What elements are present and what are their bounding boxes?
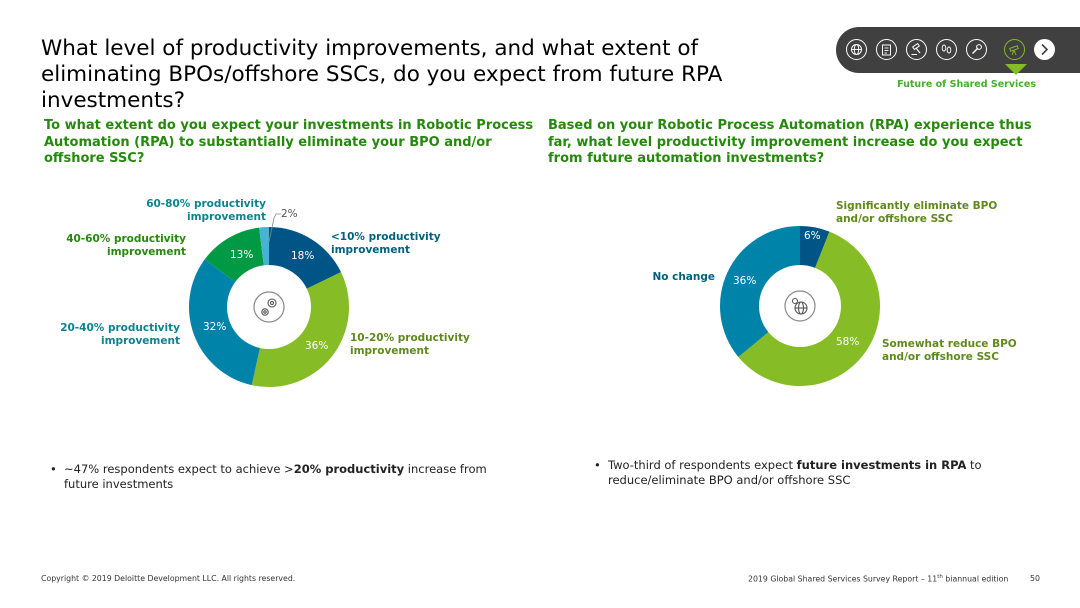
pct-no-change: 36% [733,275,757,287]
pct-40-60: 13% [230,249,254,261]
report-title-post: biannual edition [942,574,1009,584]
productivity-donut-chart [188,227,349,387]
section-label: Future of Shared Services [897,79,1036,90]
right-bullet-pre: Two-third of respondents expect [608,458,797,472]
label-somewhat-reduce: Somewhat reduce BPO and/or offshore SSC [882,338,1017,363]
globe-icon[interactable] [846,39,867,60]
left-bullet-bold: 20% productivity [293,462,405,476]
gears-icon [253,291,285,323]
label-significantly-eliminate: Significantly eliminate BPO and/or offsh… [836,200,998,225]
label-no-change: No change [652,271,715,283]
report-title-pre: 2019 Global Shared Services Survey Repor… [748,574,938,584]
page-title: What level of productivity improvements,… [41,36,723,113]
pct-20-40: 32% [203,321,227,333]
pct-significantly-eliminate: 6% [804,230,821,242]
copyright-text: Copyright © 2019 Deloitte Development LL… [41,574,296,583]
label-20-40: 20-40% productivity improvement [60,322,180,347]
right-question: Based on your Robotic Process Automation… [548,118,1032,166]
right-bullet-bold: future investments in RPA [796,458,967,472]
pct-somewhat-reduce: 58% [836,336,860,348]
report-title: 2019 Global Shared Services Survey Repor… [748,574,1008,584]
pct-60-80: 2% [281,208,298,220]
left-bullet-post: increase from future investments [64,462,487,491]
active-section-marker [1005,64,1027,75]
wrench-icon[interactable] [966,39,987,60]
report-title-sup: th [937,574,943,580]
right-bullet-post: to reduce/eliminate BPO and/or offshore … [608,458,982,487]
bpo-elimination-donut-chart [720,226,880,386]
clipboard-icon[interactable] [876,39,897,60]
bpo-slice-2 [720,226,800,357]
section-nav-bar [836,27,1080,73]
label-40-60: 40-60% productivity improvement [66,233,186,258]
left-question: To what extent do you expect your invest… [44,118,534,166]
productivity-slice-2 [188,259,269,386]
pct-lt10: 18% [291,250,315,262]
left-bullet-pre: ~47% respondents expect to achieve > [64,462,294,476]
gavel-icon[interactable] [906,39,927,60]
leader-line-60-80 [268,213,281,243]
page-number: 50 [1030,574,1040,583]
next-arrow-button[interactable] [1034,39,1055,60]
telescope-icon[interactable] [1004,39,1025,60]
label-lt10: <10% productivity improvement [331,231,441,256]
label-10-20: 10-20% productivity improvement [350,332,470,357]
footprints-icon[interactable] [936,39,957,60]
pct-10-20: 36% [305,340,329,352]
label-60-80: 60-80% productivity improvement [146,198,266,223]
globe-gear-icon [784,290,816,322]
